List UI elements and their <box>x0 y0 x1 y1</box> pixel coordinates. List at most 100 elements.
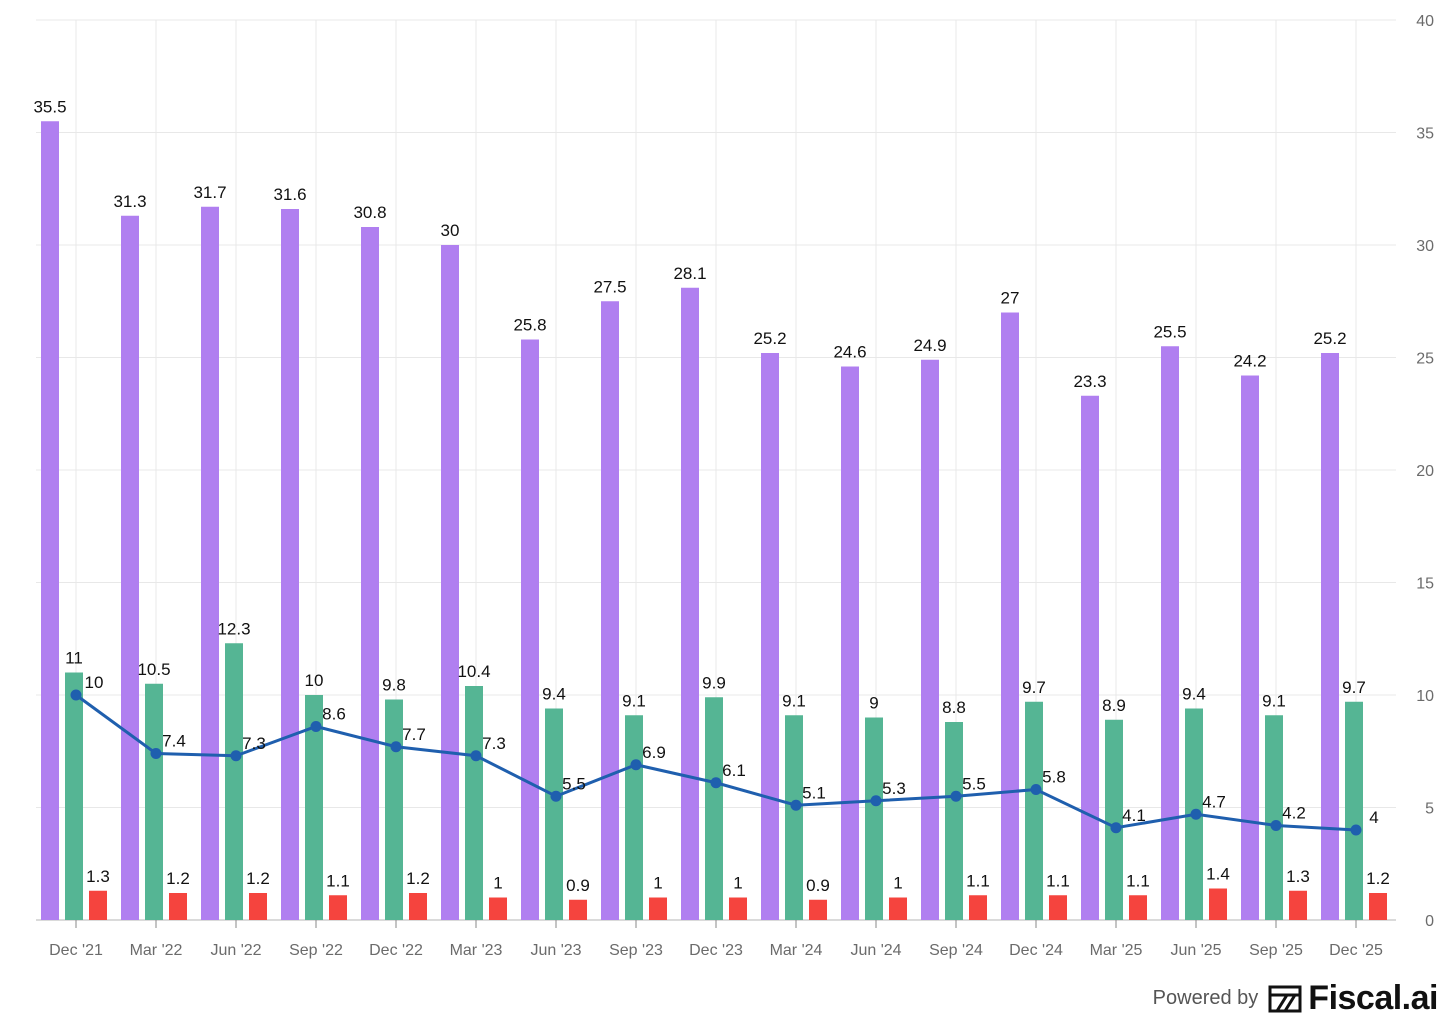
bar-series-3 <box>889 897 907 920</box>
bar-series-3 <box>569 899 587 920</box>
bar-series-1 <box>521 339 539 920</box>
bar-series-1 <box>281 209 299 920</box>
bar-data-label: 9.4 <box>542 685 566 704</box>
bar-data-label: 10 <box>305 671 324 690</box>
line-point <box>70 689 82 701</box>
bar-data-label: 30 <box>441 221 460 240</box>
bar-series-3 <box>1369 893 1387 920</box>
line-data-label: 7.3 <box>242 734 266 753</box>
bar-series-2 <box>305 695 323 920</box>
bar-series-2 <box>65 672 83 920</box>
x-tick-label: Mar '22 <box>130 942 183 959</box>
x-tick-label: Sep '25 <box>1249 942 1303 959</box>
bar-series-3 <box>1289 890 1307 920</box>
bar-data-label: 1 <box>893 874 902 893</box>
line-point <box>1270 820 1282 831</box>
bar-data-label: 31.6 <box>273 185 306 204</box>
bar-series-3 <box>169 893 187 920</box>
bar-data-label: 8.9 <box>1102 696 1126 715</box>
bar-data-label: 1.2 <box>166 869 190 888</box>
bar-data-label: 31.7 <box>193 183 226 202</box>
bar-series-3 <box>1129 895 1147 920</box>
bar-data-label: 9.9 <box>702 673 726 692</box>
bar-data-label: 24.9 <box>913 336 946 355</box>
bar-data-label: 9.4 <box>1182 685 1206 704</box>
bar-series-1 <box>1081 395 1099 920</box>
line-point <box>1110 822 1122 834</box>
bar-data-label: 35.5 <box>33 97 66 116</box>
bar-data-label: 0.9 <box>806 876 830 895</box>
bar-series-2 <box>625 715 643 920</box>
bar-series-3 <box>809 899 827 920</box>
bar-data-label: 1.1 <box>1126 871 1150 890</box>
line-point <box>1350 824 1362 836</box>
bar-data-label: 23.3 <box>1073 372 1106 391</box>
x-tick-label: Sep '23 <box>609 942 663 959</box>
bar-data-label: 1.3 <box>1286 867 1310 886</box>
bar-data-label: 25.8 <box>513 316 546 335</box>
line-point <box>710 777 722 789</box>
bar-data-label: 1 <box>493 874 502 893</box>
bar-data-label: 1.4 <box>1206 865 1230 884</box>
bar-data-label: 25.2 <box>753 329 786 348</box>
y-tick-label: 0 <box>1425 913 1434 930</box>
line-data-label: 4.1 <box>1122 806 1146 825</box>
bar-series-3 <box>969 895 987 920</box>
x-tick-label: Sep '24 <box>929 942 983 959</box>
bar-series-2 <box>145 683 163 920</box>
line-point <box>790 799 802 811</box>
line-point <box>1190 808 1202 820</box>
line-point <box>150 748 162 759</box>
line-point <box>310 721 322 732</box>
y-tick-label: 10 <box>1416 688 1434 705</box>
bar-data-label: 0.9 <box>566 876 590 895</box>
x-tick-label: Mar '24 <box>770 942 823 959</box>
line-data-label: 7.3 <box>482 734 506 753</box>
bar-data-label: 1 <box>733 874 742 893</box>
bar-data-label: 27 <box>1001 289 1020 308</box>
bar-series-3 <box>89 890 107 920</box>
bar-series-3 <box>1049 895 1067 920</box>
bar-data-label: 24.2 <box>1233 352 1266 371</box>
bar-series-1 <box>1321 353 1339 920</box>
bar-series-3 <box>409 893 427 920</box>
bar-series-1 <box>361 227 379 920</box>
x-tick-label: Dec '25 <box>1329 942 1383 959</box>
line-data-label: 6.9 <box>642 743 666 762</box>
bar-data-label: 25.2 <box>1313 329 1346 348</box>
line-data-label: 5.8 <box>1042 768 1066 787</box>
bar-series-1 <box>41 121 59 920</box>
bar-series-2 <box>705 697 723 920</box>
line-data-label: 5.5 <box>562 774 586 793</box>
bar-data-label: 1.2 <box>1366 869 1390 888</box>
bar-series-1 <box>1241 375 1259 920</box>
x-tick-label: Jun '25 <box>1170 942 1221 959</box>
branding[interactable]: Powered by Fiscal.ai <box>1153 979 1439 1018</box>
bar-series-1 <box>201 206 219 920</box>
line-point <box>390 741 402 753</box>
bar-series-2 <box>225 643 243 920</box>
bar-data-label: 9.1 <box>1262 691 1286 710</box>
bar-series-3 <box>489 897 507 920</box>
bar-series-1 <box>921 359 939 920</box>
bar-data-label: 9.7 <box>1022 678 1046 697</box>
line-point <box>470 750 482 762</box>
bar-data-label: 25.5 <box>1153 322 1186 341</box>
x-tick-label: Dec '22 <box>369 942 423 959</box>
line-point <box>230 750 242 762</box>
bar-data-label: 31.3 <box>113 192 146 211</box>
bar-data-label: 27.5 <box>593 277 626 296</box>
line-data-label: 7.7 <box>402 725 426 744</box>
bar-data-label: 11 <box>65 649 83 668</box>
x-tick-label: Dec '24 <box>1009 942 1063 959</box>
bar-series-3 <box>329 895 347 920</box>
y-tick-label: 20 <box>1416 463 1434 480</box>
bar-data-label: 12.3 <box>217 619 250 638</box>
brand-name: Fiscal.ai <box>1308 979 1438 1017</box>
chart: 0 5 10 15 20 25 30 35 40 Dec '21 Mar '22 Jun '22 Sep… <box>33 13 1434 959</box>
fiscal-ai-logo-icon <box>1268 985 1302 1012</box>
bar-data-label: 1.2 <box>406 869 430 888</box>
bar-series-1 <box>121 215 139 920</box>
bar-series-1 <box>761 353 779 920</box>
line-point <box>550 790 562 802</box>
